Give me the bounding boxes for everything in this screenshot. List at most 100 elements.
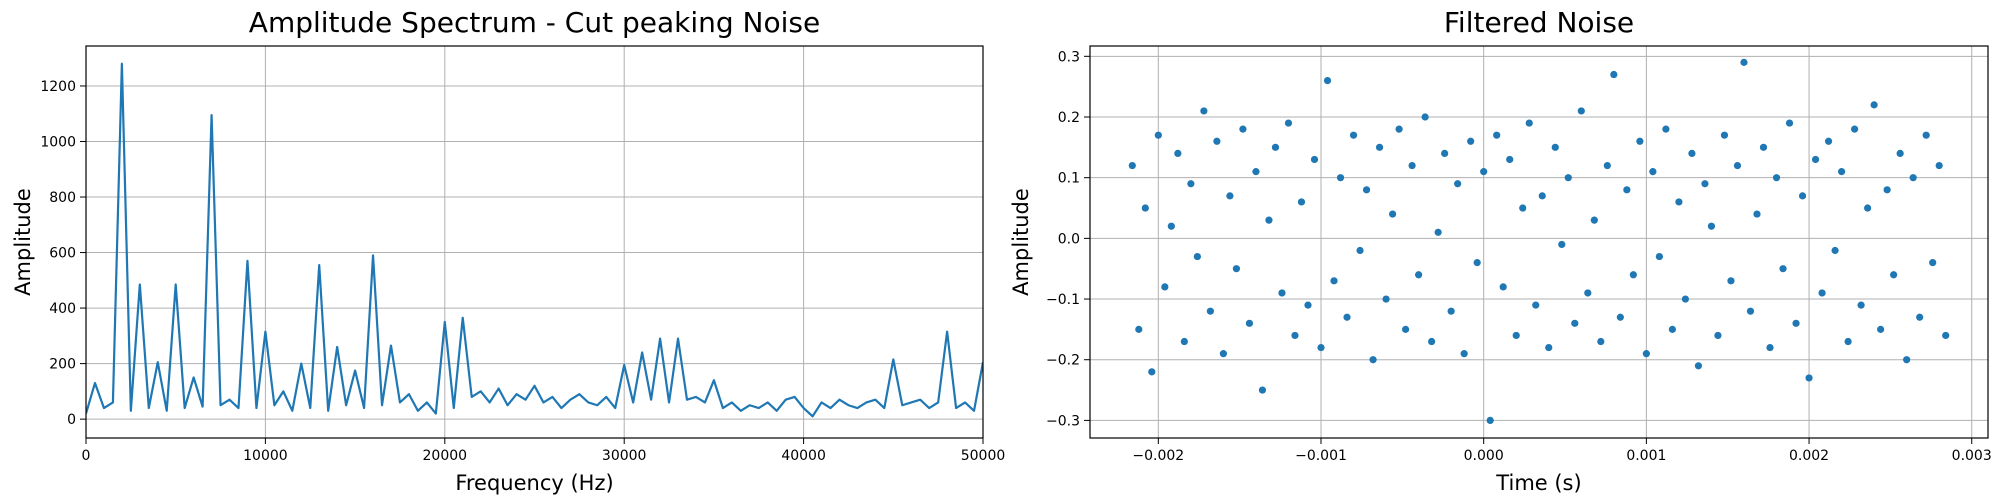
chart-panel: −0.002 −0.001 0.000 0.001 0.002 0.003 −0.3 −0.2… — [1009, 6, 1992, 495]
scatter-point — [1792, 319, 1800, 327]
chart-panel: 0 10000 20000 30000 40000 50000 0 200 400 600 800 1… — [11, 6, 1005, 495]
scatter-point — [1317, 343, 1325, 352]
scatter-point — [1779, 265, 1787, 273]
scatter-point — [1447, 307, 1455, 315]
scatter-point — [1551, 143, 1559, 151]
scatter-point — [1785, 119, 1794, 127]
scatter-point — [1798, 192, 1807, 200]
spectrum-line — [86, 62, 983, 418]
scatter-point — [1232, 265, 1241, 273]
plot-area — [86, 62, 983, 418]
y-tick-label: 400 — [49, 301, 76, 317]
scatter-point — [1388, 210, 1397, 218]
scatter-point — [1870, 101, 1878, 109]
scatter-point — [1688, 149, 1696, 158]
scatter-point — [1701, 180, 1709, 188]
scatter-point — [1909, 174, 1917, 182]
scatter-point — [1415, 271, 1423, 279]
x-tick-label: 30000 — [602, 448, 647, 464]
scatter-point — [1571, 319, 1579, 327]
scatter-point — [1545, 343, 1553, 352]
x-tick-label: 50000 — [961, 448, 1006, 464]
scatter-point — [1402, 325, 1410, 333]
scatter-point — [1180, 337, 1188, 346]
scatter-point — [1831, 246, 1839, 255]
plot-area — [1128, 58, 1950, 425]
scatter-point — [1597, 337, 1605, 346]
scatter-point — [1128, 161, 1136, 170]
scatter-point — [1883, 186, 1891, 194]
scatter-point — [1929, 259, 1937, 267]
x-tick-label: 40000 — [781, 448, 826, 464]
y-tick-label: 0.2 — [1058, 110, 1080, 126]
scatter-point — [1148, 368, 1156, 376]
x-tick-label: −0.002 — [1132, 448, 1184, 464]
scatter-point — [1837, 168, 1846, 176]
y-tick-label: 600 — [49, 246, 76, 262]
x-tick-label: 0 — [82, 448, 91, 464]
y-tick-label: 0 — [67, 412, 76, 428]
scatter-point — [1297, 198, 1306, 206]
scatter-point — [1161, 283, 1169, 291]
scatter-point — [1323, 76, 1332, 85]
scatter-point — [1512, 331, 1520, 340]
axes-frame — [85, 45, 984, 439]
scatter-point — [1441, 149, 1449, 158]
scatter-point — [1890, 271, 1898, 279]
scatter-point — [1382, 295, 1390, 303]
scatter-point — [1460, 350, 1468, 358]
y-tick-label: 0.0 — [1058, 231, 1080, 247]
scatter-point — [1942, 331, 1950, 340]
scatter-point — [1486, 416, 1494, 425]
scatter-point — [1733, 161, 1742, 170]
scatter-point — [1558, 240, 1566, 249]
scatter-point — [1356, 246, 1364, 255]
scatter-point — [1662, 125, 1670, 133]
scatter-point — [1851, 125, 1859, 133]
x-tick-label: 0.001 — [1626, 448, 1666, 464]
scatter-point — [1610, 70, 1618, 79]
y-tick-label: 0.3 — [1058, 49, 1080, 65]
scatter-point — [1362, 186, 1371, 194]
scatter-point — [1206, 307, 1214, 315]
scatter-point — [1245, 319, 1254, 327]
scatter-point — [1916, 313, 1924, 321]
y-tick-label: −0.1 — [1046, 292, 1080, 308]
scatter-point — [1824, 137, 1833, 145]
scatter-point — [1252, 168, 1260, 176]
scatter-point — [1903, 356, 1911, 364]
scatter-point — [1877, 325, 1885, 333]
scatter-point — [1258, 386, 1267, 394]
scatter-point — [1239, 125, 1247, 133]
scatter-point — [1291, 331, 1299, 340]
scatter-point — [1499, 283, 1507, 291]
scatter-point — [1278, 289, 1286, 297]
scatter-point — [1753, 210, 1761, 218]
scatter-point — [1213, 137, 1221, 145]
scatter-point — [1675, 198, 1683, 206]
x-tick-label: 0.002 — [1789, 448, 1829, 464]
scatter-point — [1649, 168, 1657, 176]
y-axis-label: Amplitude — [1009, 188, 1033, 296]
scatter-point — [1193, 252, 1201, 261]
scatter-point — [1759, 143, 1768, 151]
scatter-point — [1681, 295, 1690, 303]
scatter-point — [1519, 204, 1527, 212]
scatter-point — [1590, 216, 1598, 224]
x-axis-label: Frequency (Hz) — [455, 471, 613, 495]
scatter-point — [1135, 325, 1143, 333]
scatter-point — [1935, 161, 1943, 170]
scatter-point — [1219, 350, 1227, 358]
scatter-point — [1349, 131, 1358, 139]
scatter-point — [1720, 131, 1729, 139]
scatter-point — [1538, 192, 1546, 200]
scatter-point — [1271, 143, 1280, 151]
scatter-point — [1922, 131, 1930, 139]
scatter-point — [1284, 119, 1293, 127]
scatter-point — [1395, 125, 1403, 133]
chart-title: Filtered Noise — [1444, 6, 1634, 39]
scatter-point — [1714, 331, 1722, 340]
scatter-point — [1493, 131, 1501, 139]
y-tick-label: −0.2 — [1046, 353, 1080, 369]
